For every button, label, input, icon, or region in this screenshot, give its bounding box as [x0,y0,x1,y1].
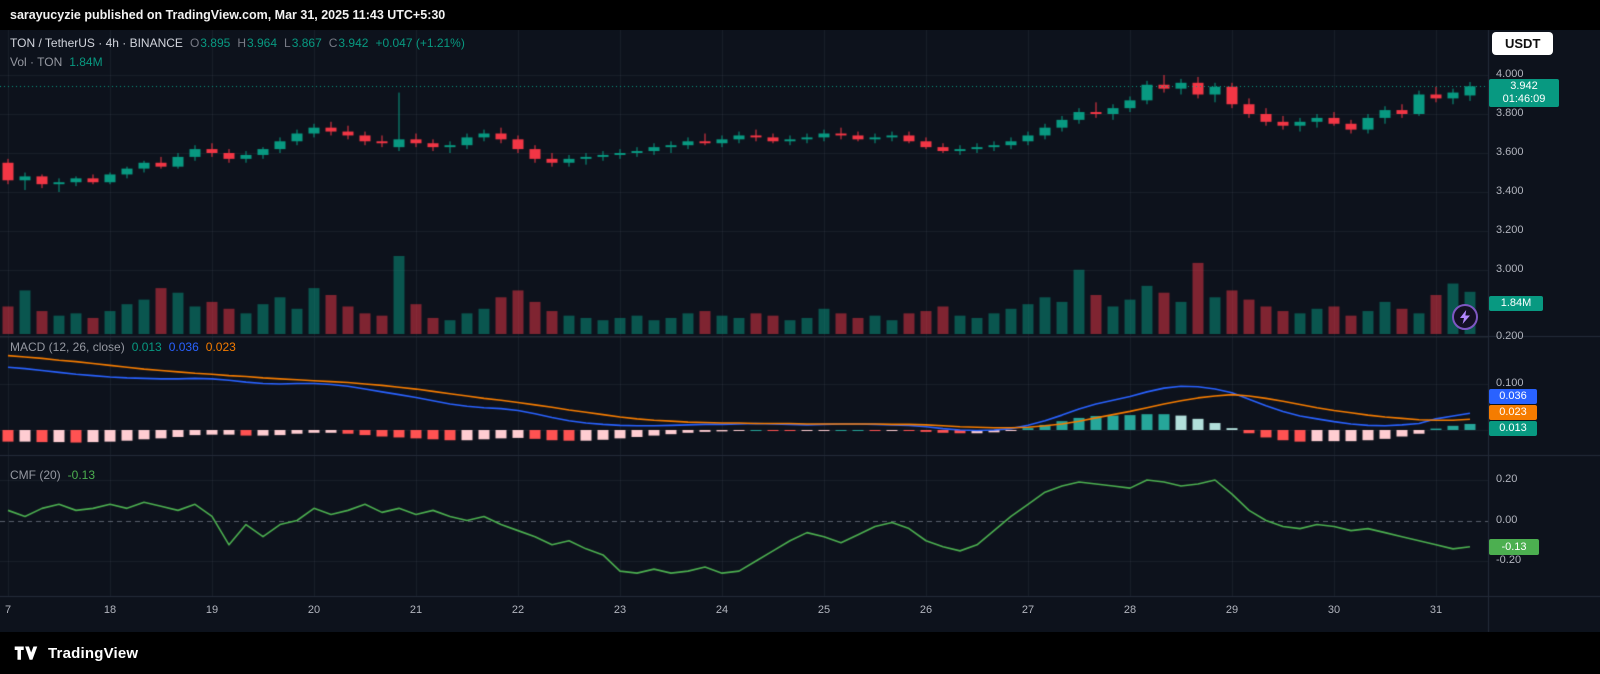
footer-bar: TradingView [0,632,1600,674]
cmf-badge: -0.13 [1489,539,1539,555]
macd-hist-badge: 0.013 [1489,421,1537,436]
publish-bar: sarayucyzie published on TradingView.com… [0,0,1600,30]
main-legend: TON / TetherUS · 4h · BINANCE O 3.895 H 3.… [10,36,465,50]
macd-signal-badge: 0.023 [1489,405,1537,420]
time-axis-label: 22 [511,604,525,616]
axis-label: 0.200 [1496,330,1524,342]
pane-separator[interactable] [0,453,1488,458]
macd-hist-value: 0.013 [131,340,162,354]
macd-line-value: 0.036 [168,340,199,354]
volume-value: 1.84M [69,55,103,69]
symbol-title[interactable]: TON / TetherUS · 4h · BINANCE [10,36,183,50]
macd-title[interactable]: MACD (12, 26, close) [10,340,125,354]
ohlc-high: H 3.964 [237,36,278,50]
ohlc-open: O 3.895 [189,36,231,50]
lightning-bolt-icon [1460,310,1470,324]
axis-label: 0.00 [1496,513,1518,526]
time-axis-label: 27 [1021,604,1035,616]
time-axis-label: 28 [1123,604,1137,616]
tradingview-logo-icon[interactable] [14,644,39,663]
cmf-title[interactable]: CMF (20) [10,468,61,482]
time-axis-label: 7 [4,604,12,616]
tradingview-wordmark[interactable]: TradingView [48,644,139,662]
volume-badge: 1.84M [1489,296,1543,311]
ohlc-close: C 3.942 [328,36,369,50]
last-price-badge: 3.942 01:46:09 [1489,79,1559,107]
cmf-value: -0.13 [67,468,96,482]
quick-trade-icon[interactable] [1452,304,1478,330]
volume-legend: Vol · TON 1.84M [10,55,103,69]
time-axis-label: 21 [409,604,423,616]
volume-label[interactable]: Vol · TON [10,55,63,69]
macd-legend: MACD (12, 26, close) 0.013 0.036 0.023 [10,340,236,354]
time-axis-label: 24 [715,604,729,616]
time-axis-label: 19 [205,604,219,616]
axis-label: 0.20 [1496,473,1518,485]
time-axis-label: 31 [1429,604,1443,616]
axis-label: -0.20 [1496,554,1522,566]
time-axis-label: 20 [307,604,321,616]
macd-line-badge: 0.036 [1489,389,1537,404]
macd-signal-value: 0.023 [205,340,236,354]
time-axis-label: 18 [103,604,117,616]
axis-label: 3.400 [1496,185,1524,197]
axis-label: 3.000 [1496,263,1524,275]
axis-label: 3.800 [1496,107,1524,119]
bar-countdown: 01:46:09 [1502,93,1546,105]
ohlc-low: L 3.867 [284,36,322,50]
axis-label: 4.000 [1496,68,1524,80]
time-axis-label: 25 [817,604,831,616]
publish-text: sarayucyzie published on TradingView.com… [10,8,446,22]
axis-label: 3.200 [1496,224,1524,236]
axis-label: 3.600 [1496,146,1524,158]
axis-label: 0.100 [1496,376,1524,389]
time-axis-label: 26 [919,604,933,616]
time-axis-label: 29 [1225,604,1239,616]
pane-separator[interactable] [0,334,1488,339]
time-axis-label: 30 [1327,604,1341,616]
last-price: 3.942 [1510,80,1538,92]
currency-toggle-button[interactable]: USDT [1492,32,1554,55]
time-axis[interactable] [0,597,1488,632]
cmf-legend: CMF (20) -0.13 [10,468,95,482]
change-value: +0.047 (+1.21%) [375,36,465,50]
time-axis-label: 23 [613,604,627,616]
